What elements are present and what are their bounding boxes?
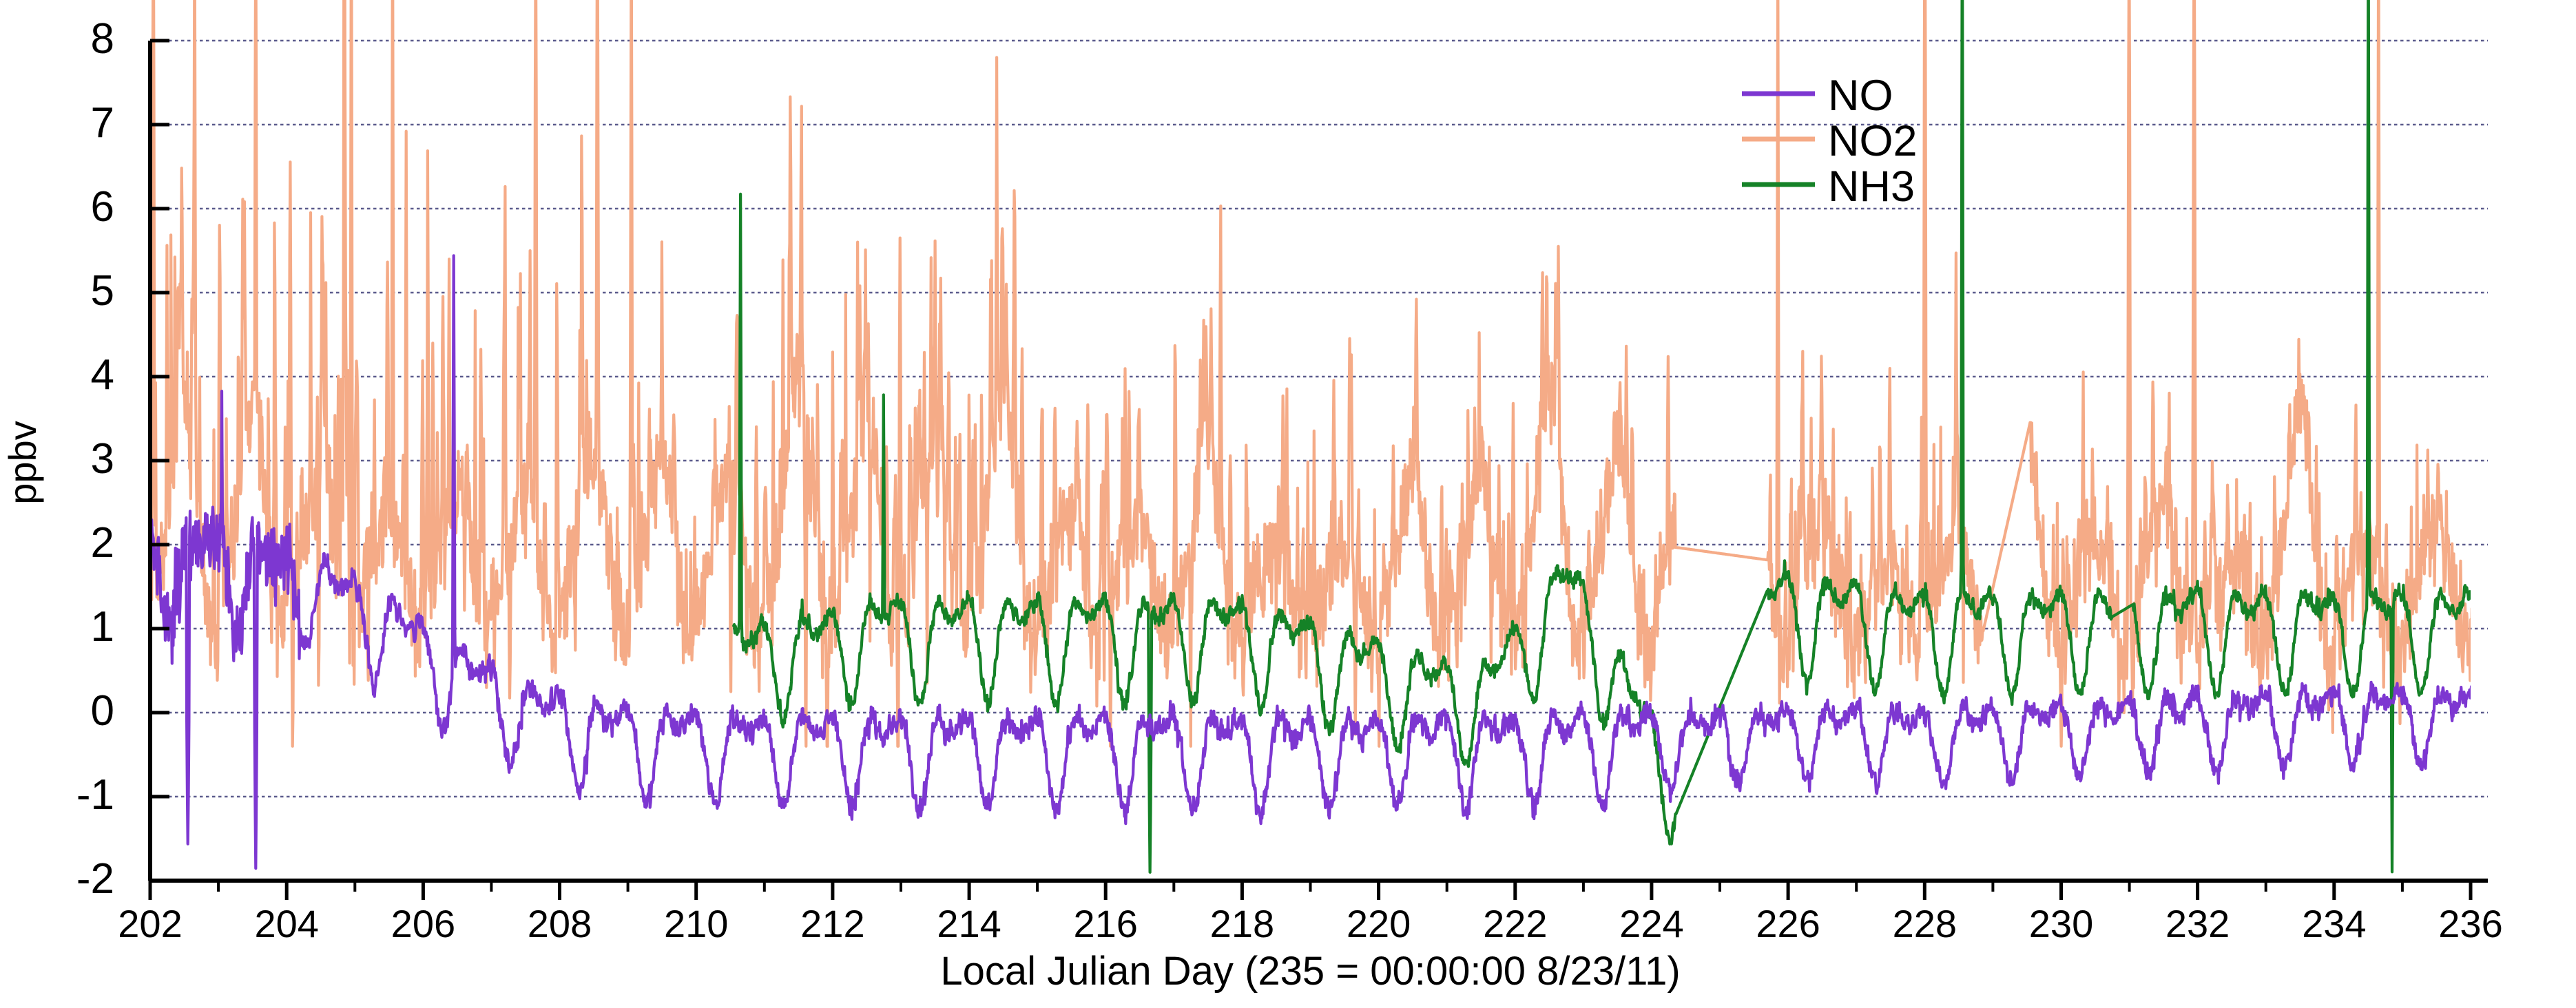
svg-text:0: 0 bbox=[91, 687, 114, 735]
svg-text:224: 224 bbox=[1619, 902, 1683, 945]
svg-text:Local Julian Day (235 = 00:00:: Local Julian Day (235 = 00:00:00 8/23/11… bbox=[940, 949, 1680, 994]
svg-text:8: 8 bbox=[91, 15, 114, 63]
svg-text:214: 214 bbox=[937, 902, 1001, 945]
svg-text:234: 234 bbox=[2302, 902, 2366, 945]
svg-text:230: 230 bbox=[2029, 902, 2093, 945]
svg-text:210: 210 bbox=[664, 902, 728, 945]
svg-text:6: 6 bbox=[91, 183, 114, 231]
svg-text:222: 222 bbox=[1483, 902, 1547, 945]
svg-text:NO: NO bbox=[1828, 72, 1893, 120]
svg-text:2: 2 bbox=[91, 519, 114, 567]
svg-text:216: 216 bbox=[1073, 902, 1137, 945]
svg-text:202: 202 bbox=[118, 902, 182, 945]
svg-text:212: 212 bbox=[800, 902, 864, 945]
svg-text:204: 204 bbox=[254, 902, 318, 945]
svg-text:3: 3 bbox=[91, 435, 114, 483]
svg-text:208: 208 bbox=[528, 902, 592, 945]
svg-text:218: 218 bbox=[1210, 902, 1274, 945]
svg-text:236: 236 bbox=[2438, 902, 2502, 945]
svg-text:NH3: NH3 bbox=[1828, 162, 1915, 211]
svg-text:7: 7 bbox=[91, 99, 114, 147]
svg-text:226: 226 bbox=[1756, 902, 1820, 945]
svg-text:228: 228 bbox=[1893, 902, 1957, 945]
svg-text:NO2: NO2 bbox=[1828, 117, 1918, 165]
svg-text:ppbv: ppbv bbox=[1, 421, 44, 504]
svg-text:1: 1 bbox=[91, 603, 114, 651]
svg-text:206: 206 bbox=[391, 902, 455, 945]
svg-text:4: 4 bbox=[91, 351, 114, 399]
svg-text:-1: -1 bbox=[76, 771, 114, 819]
svg-text:5: 5 bbox=[91, 267, 114, 315]
svg-text:232: 232 bbox=[2165, 902, 2230, 945]
svg-text:-2: -2 bbox=[76, 855, 114, 903]
svg-text:220: 220 bbox=[1347, 902, 1411, 945]
